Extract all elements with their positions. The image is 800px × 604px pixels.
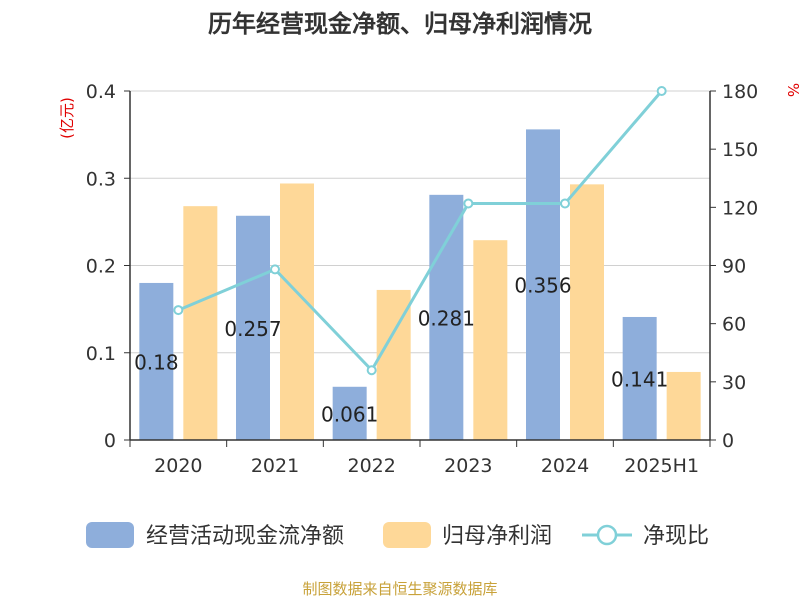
profit-bar xyxy=(473,240,508,440)
grid-lines xyxy=(130,90,710,354)
left-tick-label: 0.2 xyxy=(86,256,116,278)
cashflow-bar xyxy=(236,215,270,440)
chart-title: 历年经营现金净额、归母净利润情况 xyxy=(208,10,592,38)
bar-value-label: 0.141 xyxy=(611,367,668,391)
ratio-point xyxy=(173,305,184,316)
right-tick-label: 120 xyxy=(722,197,758,219)
source-note: 制图数据来自恒生聚源数据库 xyxy=(302,580,497,598)
x-tick-label: 2022 xyxy=(347,455,395,477)
data-labels: 0.18 0.257 0.061 0.281 0.356 0.141 xyxy=(134,274,668,427)
ratio-point xyxy=(560,198,570,209)
profit-bar xyxy=(666,371,701,440)
bar-value-label: 0.061 xyxy=(321,402,378,426)
right-tick-label: 90 xyxy=(722,256,746,278)
right-axis-unit: % xyxy=(784,83,800,97)
bars xyxy=(139,129,701,441)
left-tick-label: 0.3 xyxy=(86,168,116,190)
left-tick-label: 0.1 xyxy=(86,343,116,365)
ratio-line-path xyxy=(177,90,663,373)
profit-bar xyxy=(183,206,218,440)
ratio-point xyxy=(463,198,474,209)
x-tick-label: 2021 xyxy=(251,455,299,477)
x-tick-label: 2023 xyxy=(444,455,492,477)
cashflow-bar xyxy=(526,129,560,440)
cashflow-bar xyxy=(622,316,657,440)
bar-value-label: 0.356 xyxy=(514,274,571,298)
right-tick-label: 150 xyxy=(722,139,758,161)
bar-value-label: 0.18 xyxy=(134,350,179,374)
right-tick-label: 180 xyxy=(722,81,758,103)
x-tick-label: 2024 xyxy=(541,455,589,477)
ratio-point xyxy=(366,365,377,376)
left-tick-label: 0 xyxy=(104,430,116,452)
legend: 经营活动现金流净额 归母净利润 净现比 xyxy=(86,522,709,549)
x-tick-label: 2025H1 xyxy=(624,455,699,477)
legend-label: 归母净利润 xyxy=(442,524,552,549)
legend-label: 净现比 xyxy=(643,524,709,549)
legend-line-marker xyxy=(596,524,618,546)
legend-swatch xyxy=(383,522,431,548)
bar-value-label: 0.257 xyxy=(224,317,281,341)
cashflow-bar xyxy=(429,194,464,440)
bar-value-label: 0.281 xyxy=(418,306,475,330)
legend-swatch xyxy=(86,522,134,548)
profit-bar xyxy=(570,184,604,440)
x-tick-label: 2020 xyxy=(154,455,202,477)
right-tick-label: 60 xyxy=(722,314,746,336)
ratio-point xyxy=(656,86,667,96)
axes: 0 0.1 0.2 0.3 0.4 0 30 60 90 120 150 180 2020 2021 202… xyxy=(86,81,758,477)
right-tick-label: 0 xyxy=(722,430,734,452)
cashflow-bar xyxy=(139,282,174,440)
ratio-point xyxy=(270,264,280,275)
left-tick-label: 0.4 xyxy=(86,81,116,103)
right-tick-label: 30 xyxy=(722,372,746,394)
left-axis-unit: (亿元) xyxy=(58,97,76,139)
legend-label: 经营活动现金流净额 xyxy=(146,524,344,549)
ratio-line xyxy=(173,86,667,376)
cashflow-bar xyxy=(332,386,367,440)
profit-bar xyxy=(280,183,314,441)
